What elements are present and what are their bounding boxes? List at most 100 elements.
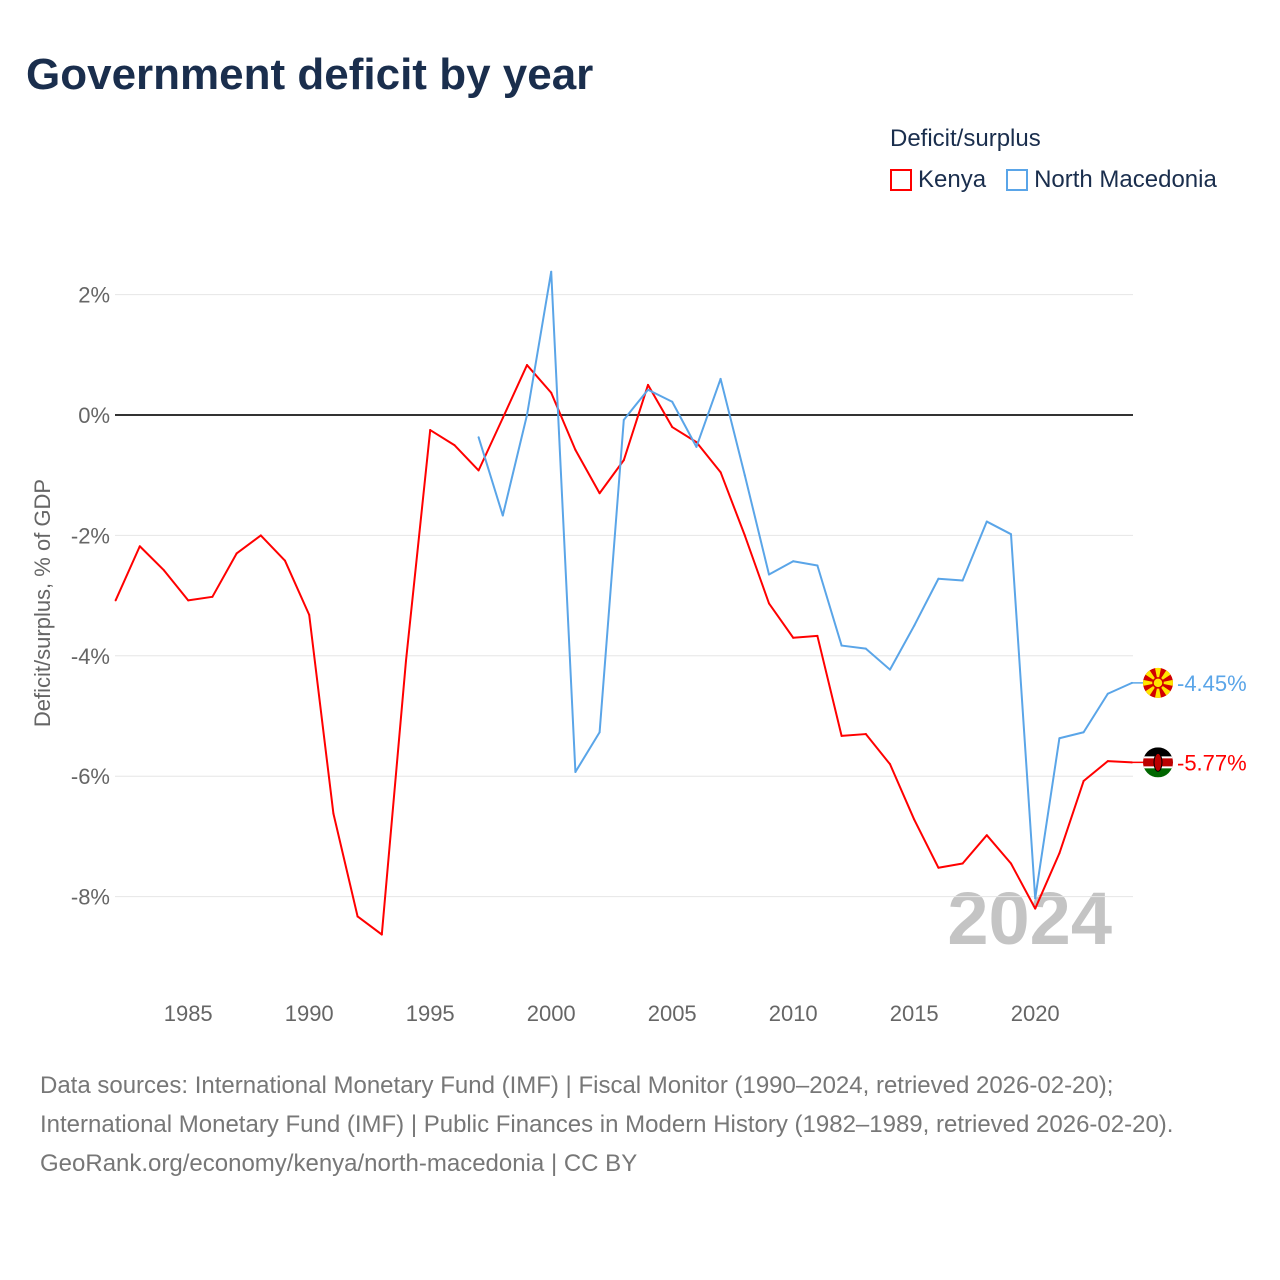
data-point-north-macedonia: [477, 436, 480, 439]
data-point-kenya: [526, 364, 528, 367]
data-point-kenya: [743, 534, 746, 537]
data-point-north-macedonia: [647, 388, 649, 391]
x-tick-label: 2015: [890, 1001, 939, 1026]
flag-stripe: [1143, 747, 1173, 758]
source-line-2: International Monetary Fund (IMF) | Publ…: [40, 1111, 1174, 1138]
data-point-kenya: [477, 469, 480, 472]
data-point-north-macedonia: [1034, 897, 1037, 900]
x-tick-label: 2000: [527, 1001, 576, 1026]
data-point-kenya: [163, 569, 165, 572]
data-point-kenya: [913, 818, 916, 821]
data-point-north-macedonia: [937, 577, 940, 580]
year-watermark: 2024: [947, 877, 1112, 960]
data-point-kenya: [332, 812, 335, 815]
legend: Kenya North Macedonia: [890, 166, 1217, 194]
data-point-kenya: [453, 444, 456, 447]
data-point-kenya: [985, 834, 988, 837]
flag-ray: [1154, 667, 1162, 683]
x-tick-label: 2020: [1011, 1001, 1060, 1026]
x-tick-label: 1990: [285, 1001, 334, 1026]
data-point-north-macedonia: [1106, 692, 1109, 695]
flag-ray: [1158, 678, 1173, 687]
series-line-north-macedonia: [477, 270, 1133, 900]
flag-ray: [1154, 682, 1162, 698]
data-point-north-macedonia: [816, 564, 819, 567]
data-point-north-macedonia: [840, 644, 843, 647]
attribution[interactable]: GeoRank.org/economy/kenya/north-macedoni…: [40, 1150, 638, 1177]
y-tick-label: -2%: [71, 523, 110, 548]
data-point-north-macedonia: [985, 520, 988, 523]
data-point-kenya: [187, 599, 190, 602]
data-point-north-macedonia: [719, 377, 722, 380]
flag-ray: [1143, 678, 1158, 687]
legend-swatch: [1006, 169, 1029, 191]
x-tick-label: 2005: [648, 1001, 697, 1026]
x-tick-label: 2010: [769, 1001, 818, 1026]
data-point-kenya: [380, 933, 383, 936]
data-point-kenya: [961, 862, 964, 865]
data-point-kenya: [429, 429, 432, 432]
data-point-north-macedonia: [598, 731, 601, 734]
legend-label: North Macedonia: [1034, 166, 1217, 193]
end-value-label-north-macedonia: -4.45%: [1177, 671, 1247, 696]
flag-shield: [1153, 752, 1163, 772]
legend-item-north-macedonia[interactable]: North Macedonia: [1006, 166, 1217, 194]
data-point-kenya: [1106, 760, 1109, 763]
data-point-kenya: [356, 915, 359, 918]
data-point-north-macedonia: [864, 647, 867, 650]
legend-item-kenya[interactable]: Kenya: [890, 166, 986, 194]
data-point-kenya: [259, 534, 262, 537]
data-point-north-macedonia: [501, 514, 504, 517]
data-point-north-macedonia: [961, 579, 964, 582]
y-tick-label: 0%: [78, 403, 110, 428]
data-point-kenya: [647, 383, 649, 386]
data-point-north-macedonia: [1010, 533, 1012, 536]
data-point-kenya: [937, 866, 940, 869]
data-point-kenya: [768, 602, 770, 605]
data-point-north-macedonia: [889, 668, 891, 671]
data-point-kenya: [1082, 780, 1085, 783]
data-point-kenya: [889, 763, 891, 766]
y-tick-label: -6%: [71, 764, 110, 789]
x-tick-label: 1985: [164, 1001, 213, 1026]
data-point-north-macedonia: [743, 474, 746, 477]
data-point-north-macedonia: [526, 414, 528, 416]
data-point-kenya: [574, 448, 577, 451]
data-point-north-macedonia: [695, 445, 698, 448]
data-point-north-macedonia: [792, 560, 795, 563]
data-point-kenya: [598, 492, 601, 495]
footer: Data sources: International Monetary Fun…: [40, 1066, 1240, 1183]
data-point-north-macedonia: [671, 400, 674, 403]
legend-swatch: [890, 169, 912, 191]
page-title: Government deficit by year: [26, 50, 594, 99]
data-point-north-macedonia: [768, 573, 770, 576]
data-point-north-macedonia: [913, 624, 916, 627]
legend-title: Deficit/surplus: [890, 125, 1041, 152]
source-line-1: Data sources: International Monetary Fun…: [40, 1072, 1114, 1099]
y-tick-label: -8%: [71, 885, 110, 910]
data-point-kenya: [840, 734, 843, 737]
flag-icon-north-macedonia: [1143, 667, 1173, 698]
data-point-kenya: [816, 634, 819, 637]
flag-stripe: [1143, 767, 1173, 778]
data-point-north-macedonia: [622, 418, 625, 421]
data-point-kenya: [211, 595, 214, 598]
data-point-kenya: [235, 552, 238, 555]
y-axis-label: Deficit/surplus, % of GDP: [30, 479, 55, 727]
legend-label: Kenya: [918, 166, 987, 193]
data-point-kenya: [284, 559, 286, 562]
data-point-kenya: [1010, 862, 1012, 865]
x-tick-label: 1995: [406, 1001, 455, 1026]
data-point-kenya: [138, 545, 141, 548]
y-tick-label: -4%: [71, 644, 110, 669]
data-point-north-macedonia: [574, 770, 577, 773]
flag-body: [1143, 747, 1173, 778]
data-point-kenya: [501, 417, 504, 420]
data-point-kenya: [550, 391, 553, 394]
y-tick-label: 2%: [78, 283, 110, 308]
data-point-kenya: [308, 613, 311, 616]
data-point-kenya: [622, 459, 625, 462]
data-point-kenya: [1058, 852, 1061, 855]
